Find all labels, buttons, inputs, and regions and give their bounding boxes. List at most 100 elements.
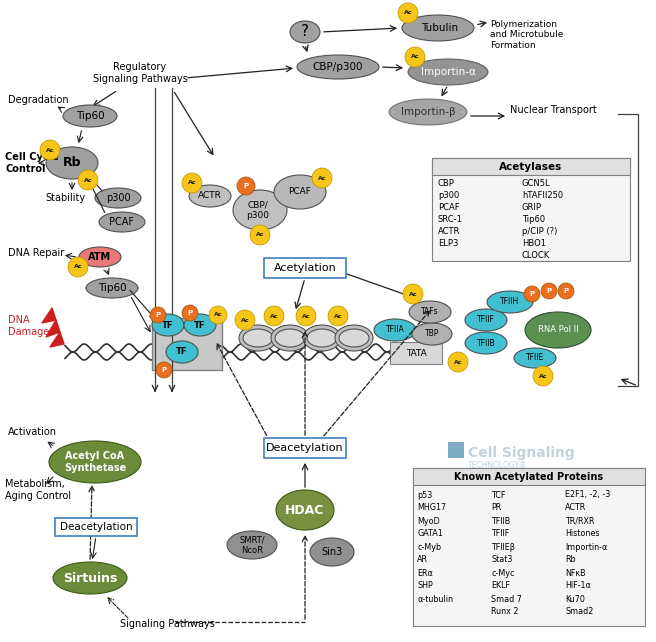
Ellipse shape [79,247,121,267]
Text: TFIIE: TFIIE [526,354,544,363]
Text: TFIIA: TFIIA [386,325,404,334]
Ellipse shape [339,329,369,347]
Text: P: P [529,291,535,297]
FancyBboxPatch shape [152,318,222,370]
Text: TF: TF [194,320,206,329]
Text: TCF: TCF [491,490,505,499]
FancyBboxPatch shape [413,468,645,485]
Ellipse shape [335,325,373,351]
Text: Ac: Ac [241,318,249,322]
Text: Ku70: Ku70 [565,594,585,603]
Circle shape [237,177,255,195]
Ellipse shape [514,348,556,368]
Circle shape [398,3,418,23]
Text: Acetylases: Acetylases [499,162,563,171]
Text: PCAF: PCAF [110,217,134,227]
Text: P: P [155,312,161,318]
Text: TF: TF [162,320,174,329]
Ellipse shape [412,323,452,345]
Circle shape [328,306,348,326]
Ellipse shape [389,99,467,125]
Text: CBP/
p300: CBP/ p300 [247,200,270,220]
Text: Tubulin: Tubulin [421,23,459,33]
Text: PCAF: PCAF [438,202,460,211]
Text: p53: p53 [417,490,432,499]
Ellipse shape [303,325,341,351]
Text: ATM: ATM [89,252,112,262]
Text: Acetyl CoA
Synthetase: Acetyl CoA Synthetase [64,451,126,473]
Text: Smad 7: Smad 7 [491,594,522,603]
Text: Ac: Ac [46,148,54,153]
Text: TFIIB: TFIIB [491,517,510,526]
Text: Importin-β: Importin-β [401,107,455,117]
Text: GCN5L: GCN5L [522,178,550,187]
FancyBboxPatch shape [432,158,630,175]
Circle shape [264,306,284,326]
Text: Ac: Ac [403,10,413,15]
Text: Ac: Ac [84,177,92,182]
Text: PR: PR [491,503,501,512]
Circle shape [296,306,316,326]
Text: P: P [161,367,167,373]
Text: Ac: Ac [270,313,278,318]
Circle shape [78,170,98,190]
Circle shape [312,168,332,188]
Ellipse shape [271,325,309,351]
Text: Polymerization
and Microtubule
Formation: Polymerization and Microtubule Formation [490,20,564,50]
Ellipse shape [152,314,184,336]
Text: EKLF: EKLF [491,582,510,591]
Text: MyoD: MyoD [417,517,440,526]
Ellipse shape [465,309,507,331]
Text: P: P [564,288,569,294]
Circle shape [524,286,540,302]
Text: Metabolism,
Aging Control: Metabolism, Aging Control [5,479,71,501]
Text: Deacetylation: Deacetylation [60,522,133,532]
Text: ELP3: ELP3 [438,238,459,248]
Text: Signaling Pathways: Signaling Pathways [120,619,215,629]
Text: Ac: Ac [409,291,417,297]
Circle shape [541,283,557,299]
Text: CLOCK: CLOCK [522,250,550,259]
Text: TF: TF [176,347,188,356]
Text: GATA1: GATA1 [417,530,443,539]
Text: c-Myc: c-Myc [491,569,514,578]
Circle shape [558,283,574,299]
Text: PCAF: PCAF [289,187,312,196]
Text: TBP: TBP [425,329,439,338]
Text: AR: AR [417,555,428,564]
Text: RNA Pol II: RNA Pol II [538,325,579,334]
Ellipse shape [374,319,416,341]
Text: TAFs: TAFs [421,308,439,317]
Text: Regulatory
Signaling Pathways: Regulatory Signaling Pathways [92,62,188,84]
Ellipse shape [307,329,337,347]
Text: TFIIB: TFIIB [477,338,495,347]
FancyBboxPatch shape [264,258,346,278]
Text: Ac: Ac [73,265,82,270]
Text: Acetylation: Acetylation [274,263,337,273]
Text: ACTR: ACTR [438,227,461,236]
Text: α-tubulin: α-tubulin [417,594,453,603]
Circle shape [182,305,198,321]
Ellipse shape [402,15,474,41]
Circle shape [150,307,166,323]
FancyBboxPatch shape [432,158,630,261]
Circle shape [235,310,255,330]
FancyBboxPatch shape [390,342,442,364]
Text: HDAC: HDAC [285,503,325,517]
Text: Importin-α: Importin-α [420,67,476,77]
Ellipse shape [465,332,507,354]
Circle shape [405,47,425,67]
Text: Ac: Ac [214,313,222,318]
Text: Activation: Activation [8,427,57,437]
Ellipse shape [95,188,141,208]
Text: P: P [188,310,193,316]
Ellipse shape [243,329,273,347]
Text: Ac: Ac [256,232,264,238]
Text: HBO1: HBO1 [522,238,546,248]
Circle shape [40,140,60,160]
Text: DNA Repair: DNA Repair [8,248,64,258]
Ellipse shape [63,105,117,127]
Text: p300: p300 [106,193,131,203]
Circle shape [156,362,172,378]
Ellipse shape [276,490,334,530]
